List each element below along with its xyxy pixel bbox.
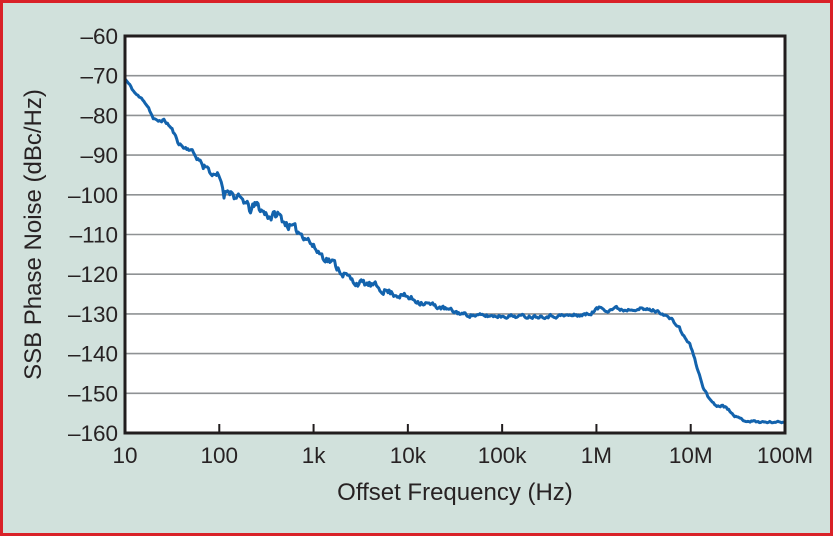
phase-noise-curve — [125, 77, 785, 425]
y-tick-label: –160 — [68, 421, 118, 446]
gridlines — [125, 74, 785, 395]
y-tick-label: –120 — [68, 262, 118, 287]
x-axis-title: Offset Frequency (Hz) — [337, 479, 573, 506]
x-tick-label: 1M — [581, 443, 612, 468]
x-tick-label: 10M — [669, 443, 713, 468]
y-tick-label: –70 — [80, 64, 118, 89]
x-tick-marks — [218, 424, 692, 432]
phase-noise-chart: –60 –70 –80 –90 –100 –110 –120 –130 –140 –150 –160… — [20, 24, 813, 506]
y-tick-label: –130 — [68, 302, 118, 327]
x-tick-label: 10 — [112, 443, 137, 468]
y-tick-label: –150 — [68, 381, 118, 406]
y-tick-label: –60 — [80, 24, 118, 49]
y-tick-label: –110 — [70, 223, 118, 248]
y-tick-label: –100 — [68, 183, 118, 208]
x-tick-label: 100k — [478, 443, 528, 468]
plot-border — [123, 34, 787, 435]
y-tick-labels: –60 –70 –80 –90 –100 –110 –120 –130 –140 –150 –160 — [68, 24, 118, 446]
x-tick-label: 10k — [390, 443, 427, 468]
x-tick-label: 100M — [757, 443, 813, 468]
x-tick-label: 1k — [302, 443, 327, 468]
x-tick-label: 100 — [201, 443, 239, 468]
x-tick-labels: 10 100 1k 10k 100k 1M 10M 100M — [112, 443, 813, 468]
y-tick-label: –140 — [68, 342, 118, 367]
y-tick-label: –90 — [80, 143, 118, 168]
y-axis-title: SSB Phase Noise (dBc/Hz) — [20, 89, 47, 380]
y-tick-label: –80 — [80, 103, 118, 128]
